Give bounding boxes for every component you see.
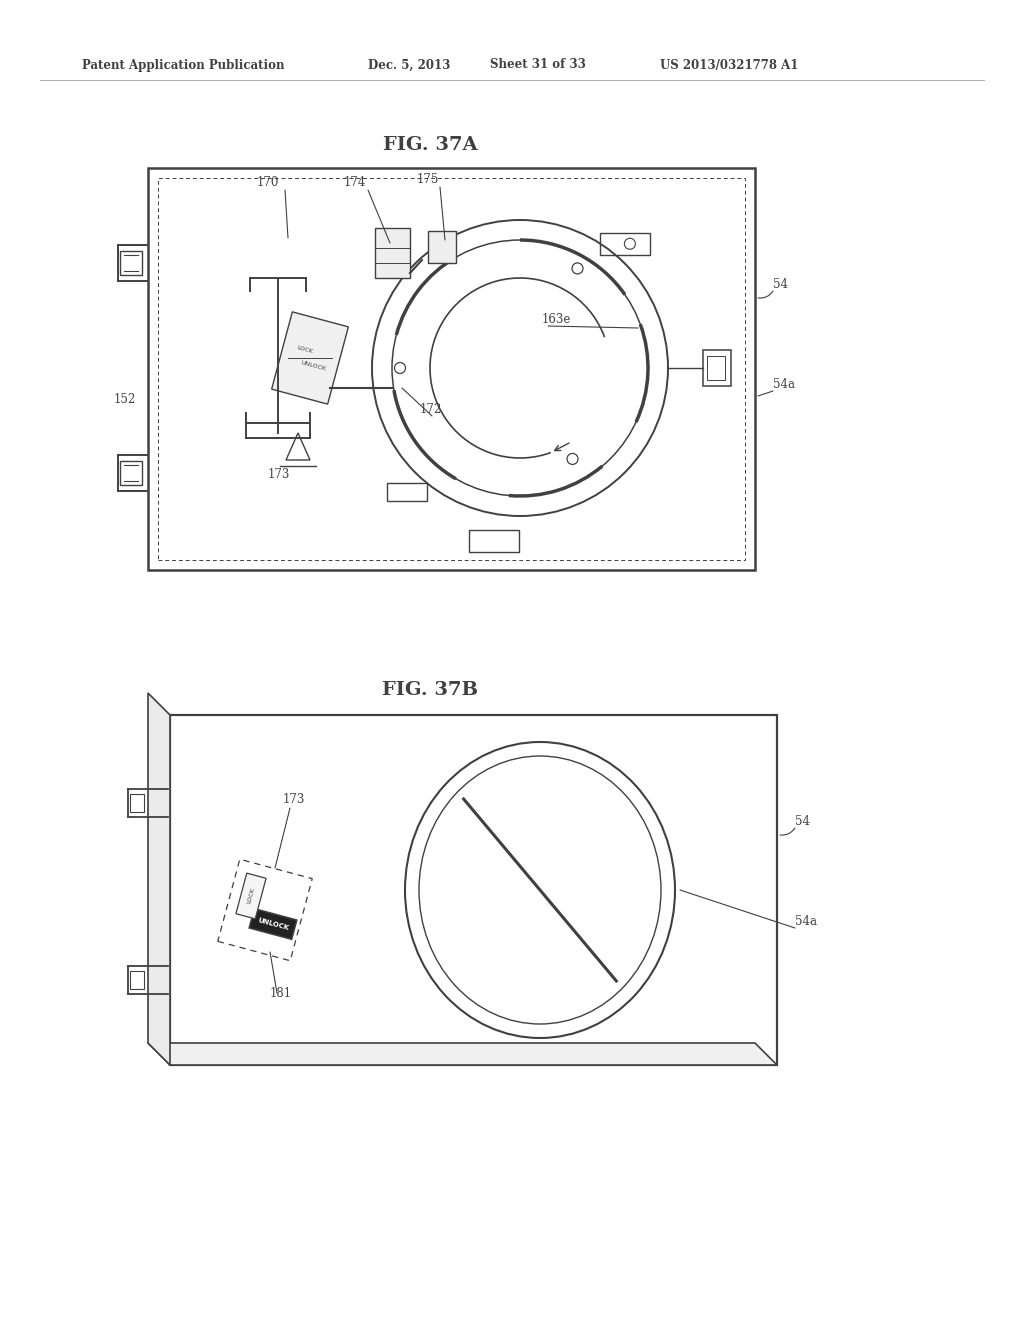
Polygon shape <box>249 908 297 940</box>
Text: Dec. 5, 2013: Dec. 5, 2013 <box>368 58 451 71</box>
Polygon shape <box>148 1043 777 1065</box>
FancyBboxPatch shape <box>428 231 456 263</box>
Polygon shape <box>271 312 348 404</box>
Text: 54: 54 <box>773 279 788 290</box>
Text: LOCK: LOCK <box>247 887 256 904</box>
Text: Sheet 31 of 33: Sheet 31 of 33 <box>490 58 586 71</box>
Text: 54: 54 <box>795 814 810 828</box>
Text: 54a: 54a <box>795 915 817 928</box>
Text: UNLOCK: UNLOCK <box>257 917 290 931</box>
Text: 152: 152 <box>114 393 136 407</box>
Text: Patent Application Publication: Patent Application Publication <box>82 58 285 71</box>
Text: US 2013/0321778 A1: US 2013/0321778 A1 <box>660 58 799 71</box>
Text: LOCK: LOCK <box>296 346 313 355</box>
Text: FIG. 37B: FIG. 37B <box>382 681 478 700</box>
Polygon shape <box>148 693 170 1065</box>
Text: 174: 174 <box>344 176 367 189</box>
FancyBboxPatch shape <box>375 228 410 279</box>
Text: 181: 181 <box>270 987 292 1001</box>
Text: 173: 173 <box>283 793 305 807</box>
Text: 172: 172 <box>420 403 442 416</box>
Text: 54a: 54a <box>773 378 795 391</box>
Text: FIG. 37A: FIG. 37A <box>383 136 477 154</box>
Text: 173: 173 <box>268 469 291 480</box>
Text: 163e: 163e <box>542 313 571 326</box>
Text: UNLOCK: UNLOCK <box>300 360 327 372</box>
Text: 175: 175 <box>417 173 439 186</box>
Text: 170: 170 <box>257 176 280 189</box>
Polygon shape <box>236 873 266 919</box>
